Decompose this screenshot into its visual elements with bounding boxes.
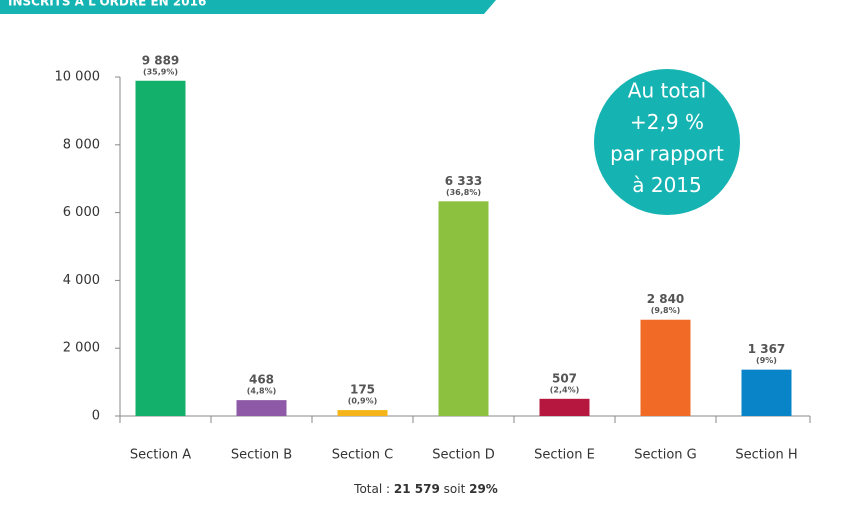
y-tick-label: 10 000	[55, 70, 101, 85]
bar	[236, 400, 287, 416]
bar	[640, 319, 691, 416]
share-label: (36,8%)	[446, 188, 481, 197]
y-tick-label: 8 000	[63, 137, 100, 152]
bar	[135, 80, 186, 416]
share-label: (9%)	[756, 356, 777, 365]
value-label: 175	[350, 383, 375, 397]
value-label: 1 367	[748, 342, 786, 356]
x-tick-label: Section H	[735, 448, 797, 463]
value-label: 6 333	[445, 174, 483, 188]
annotation-circle	[594, 69, 740, 215]
footer: Total : 21 579 soit 29%	[0, 482, 852, 496]
x-tick-label: Section D	[432, 448, 494, 463]
value-label: 2 840	[647, 292, 685, 306]
bar	[438, 201, 489, 416]
share-label: (4,8%)	[247, 387, 277, 396]
x-tick-label: Section A	[130, 448, 191, 463]
footer-text: soit	[443, 482, 466, 496]
bar	[539, 398, 590, 416]
annotation-line: +2,9 %	[630, 110, 704, 134]
x-tick-label: Section C	[332, 448, 394, 463]
share-label: (2,4%)	[550, 385, 580, 394]
share-label: (9,8%)	[651, 306, 681, 315]
bar	[337, 410, 388, 416]
y-tick-label: 0	[92, 409, 100, 424]
footer-text: Total :	[354, 482, 391, 496]
annotation-line: par rapport	[610, 142, 724, 166]
y-tick-label: 2 000	[63, 341, 100, 356]
footer-share: 29%	[469, 482, 498, 496]
x-tick-label: Section B	[231, 448, 292, 463]
banner-text: INSCRITS À L'ORDRE EN 2016	[8, 0, 206, 9]
value-label: 9 889	[142, 53, 180, 67]
footer-total: 21 579	[393, 482, 440, 496]
value-label: 468	[249, 373, 274, 387]
y-tick-label: 6 000	[63, 205, 100, 220]
share-label: (0,9%)	[348, 397, 378, 406]
annotation-line: à 2015	[632, 173, 702, 197]
bar	[741, 369, 792, 416]
x-tick-label: Section G	[634, 448, 697, 463]
share-label: (35,9%)	[143, 67, 178, 76]
value-label: 507	[552, 371, 577, 385]
y-tick-label: 4 000	[63, 273, 100, 288]
banner-shape	[0, 0, 496, 14]
x-tick-label: Section E	[534, 448, 595, 463]
annotation-line: Au total	[628, 79, 706, 103]
